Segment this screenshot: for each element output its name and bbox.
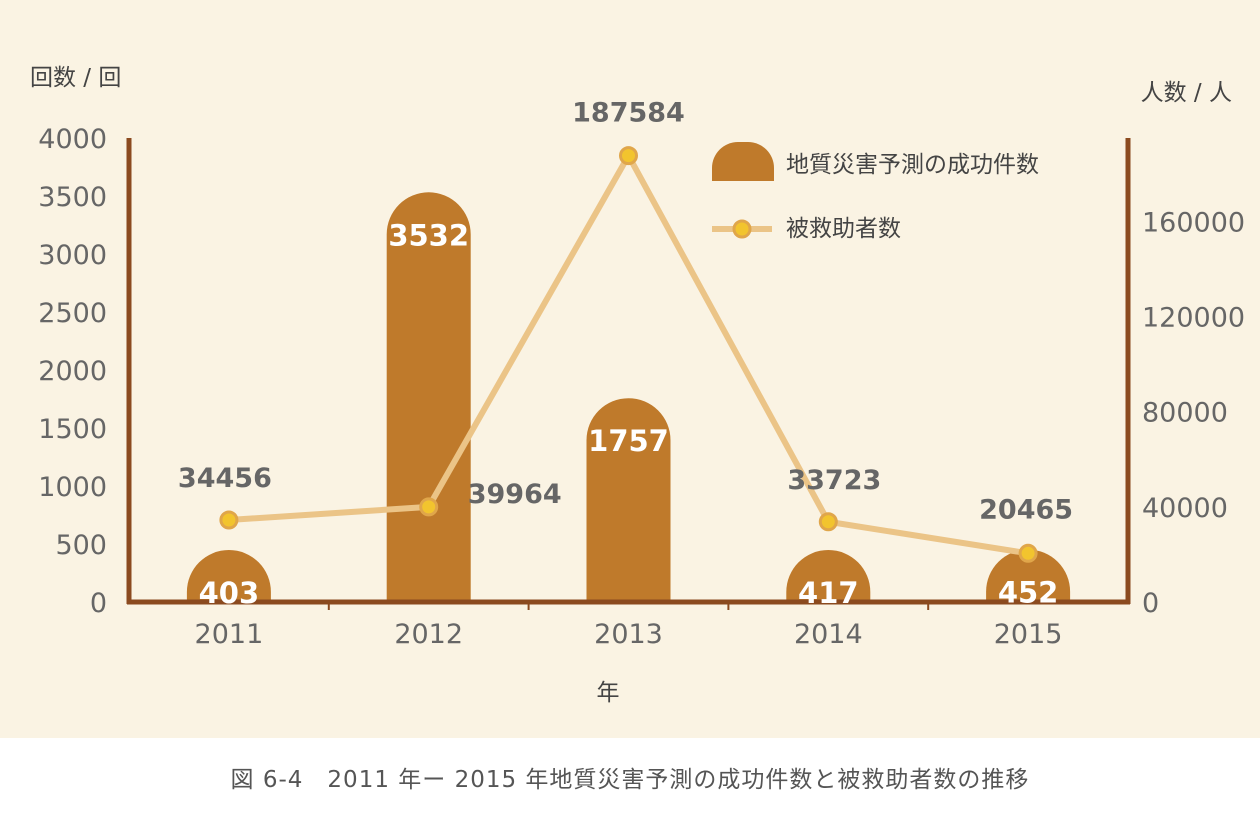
left-tick-label: 4000 — [38, 124, 107, 155]
left-tick-label: 3000 — [38, 240, 107, 271]
bar-value-label: 417 — [798, 576, 859, 610]
left-tick-label: 500 — [55, 530, 107, 561]
line-point — [1018, 543, 1038, 563]
line-value-label: 20465 — [979, 494, 1073, 525]
x-axis-title: 年 — [597, 680, 620, 706]
bar-2011 — [186, 550, 271, 602]
bar-2015 — [986, 549, 1071, 602]
chart: 403 3532 1757 417 452 0 500 1000 1500 2000 2500 300… — [30, 65, 1245, 706]
line-point — [619, 146, 638, 166]
x-tick-label: 2011 — [195, 619, 264, 650]
x-tick-label: 2015 — [994, 619, 1063, 650]
left-tick-label: 2000 — [38, 356, 107, 387]
chart-panel: 403 3532 1757 417 452 0 500 1000 1500 2000 2500 300… — [0, 0, 1260, 738]
line-series — [219, 146, 1038, 563]
left-axis-title: 回数 / 回 — [30, 65, 121, 91]
legend-bar-swatch — [712, 142, 774, 181]
left-tick-label: 2500 — [38, 298, 107, 329]
right-tick-label: 80000 — [1142, 398, 1228, 429]
right-tick-label: 40000 — [1142, 493, 1228, 524]
line-value-label: 34456 — [178, 463, 272, 494]
line-value-label: 33723 — [787, 465, 881, 496]
line-value-label: 187584 — [572, 98, 685, 129]
line-value-label: 39964 — [468, 479, 562, 510]
line-point — [419, 497, 439, 517]
x-tick-label: 2014 — [794, 619, 863, 650]
line-point — [818, 512, 838, 532]
figure-caption: 図 6-4 2011 年ー 2015 年地質災害予測の成功件数と被救助者数の推移 — [230, 767, 1030, 793]
bar-value-label: 452 — [998, 576, 1059, 610]
right-tick-label: 120000 — [1142, 302, 1245, 333]
legend-bar-label: 地質災害予測の成功件数 — [786, 152, 1039, 178]
bar-2012 — [386, 192, 471, 602]
x-tick-label: 2012 — [394, 619, 463, 650]
bar-value-label: 403 — [199, 576, 260, 610]
right-axis-title: 人数 / 人 — [1141, 80, 1232, 106]
line-point — [219, 510, 239, 530]
legend-line-marker — [732, 219, 752, 239]
right-tick-label: 160000 — [1142, 207, 1245, 238]
legend-line-label: 被救助者数 — [786, 216, 901, 242]
left-tick-label: 0 — [90, 588, 107, 619]
left-tick-label: 3500 — [38, 182, 107, 213]
right-tick-label: 0 — [1142, 588, 1159, 619]
bar-series — [186, 192, 1071, 602]
bar-value-label: 1757 — [588, 424, 669, 458]
x-tick-label: 2013 — [594, 619, 663, 650]
chart-labels: 403 3532 1757 417 452 0 500 1000 1500 2000 2500 300… — [30, 65, 1245, 706]
bar-2014 — [786, 550, 871, 602]
bar-value-label: 3532 — [388, 218, 469, 252]
axes — [126, 138, 1131, 610]
left-tick-label: 1500 — [38, 414, 107, 445]
bar-2013 — [586, 398, 671, 602]
left-tick-label: 1000 — [38, 472, 107, 503]
